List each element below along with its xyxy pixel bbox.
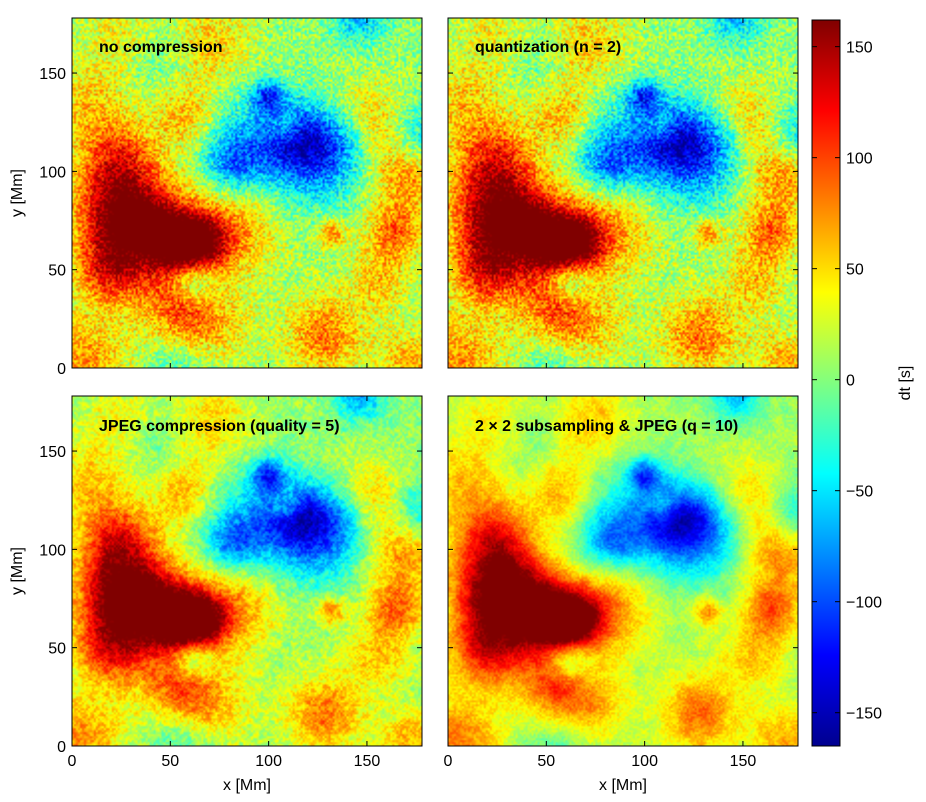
y-tick-label: 150	[39, 66, 66, 83]
y-axis-label: y [Mm]	[9, 547, 26, 595]
x-tick-label: 100	[255, 753, 282, 770]
panel-quantization: quantization (n = 2)	[447, 17, 799, 369]
colorbar-tick-label: −100	[846, 595, 882, 612]
colorbar-tick-label: 50	[846, 262, 864, 279]
heatmap-jpeg-compression	[72, 396, 422, 746]
x-tick-label: 0	[68, 753, 77, 770]
panel-title: no compression	[99, 39, 223, 56]
axes-frame	[71, 17, 423, 369]
ticks-left: 0 50 100 150	[39, 444, 422, 756]
panel-title: quantization (n = 2)	[475, 39, 621, 56]
y-tick-label: 0	[57, 361, 66, 378]
ticks-bottom: 0 50 100 150	[444, 396, 757, 770]
ticks-bottom	[447, 18, 744, 368]
x-tick-label: 0	[444, 753, 453, 770]
ticks-bottom	[71, 18, 368, 368]
x-axis-label: x [Mm]	[599, 777, 647, 794]
colorbar: 150 100 50 0 −50 −100 −150 dt [s]	[811, 19, 914, 747]
axes-frame	[71, 395, 423, 747]
y-tick-label: 50	[48, 263, 66, 280]
y-tick-label: 100	[39, 164, 66, 181]
panel-title: 2 × 2 subsampling & JPEG (q = 10)	[475, 418, 738, 435]
ticks-left: 0 50 100 150	[39, 66, 422, 378]
x-tick-label: 150	[730, 753, 757, 770]
heatmap-subsampling-jpeg	[448, 396, 798, 746]
heatmap-quantization	[448, 18, 798, 368]
y-tick-label: 0	[57, 739, 66, 756]
axes-frame	[447, 395, 799, 747]
colorbar-ticks: 150 100 50 0 −50 −100 −150	[812, 40, 882, 723]
colorbar-tick-label: −50	[846, 484, 873, 501]
colorbar-gradient	[811, 19, 841, 747]
colorbar-label: dt [s]	[897, 366, 914, 401]
ticks-bottom: 0 50 100 150	[68, 396, 381, 770]
panel-subsampling-jpeg: 0 50 100 150 2 × 2 subsampling & JPEG (q = …	[444, 395, 799, 794]
panel-no-compression: 0 50 100 150 no compression y [Mm]	[9, 17, 423, 378]
y-tick-label: 150	[39, 444, 66, 461]
ticks-left	[448, 450, 798, 747]
colorbar-tick-label: −150	[846, 706, 882, 723]
x-axis-label: x [Mm]	[223, 777, 271, 794]
x-tick-label: 50	[537, 753, 555, 770]
y-axis-label: y [Mm]	[9, 169, 26, 217]
colorbar-tick-label: 100	[846, 151, 873, 168]
x-tick-label: 100	[631, 753, 658, 770]
y-tick-label: 100	[39, 542, 66, 559]
panel-title: JPEG compression (quality = 5)	[99, 418, 340, 435]
colorbar-tick-label: 150	[846, 40, 873, 57]
x-tick-label: 150	[354, 753, 381, 770]
colorbar-tick-label: 0	[846, 373, 855, 390]
ticks-left	[448, 72, 798, 369]
heatmap-no-compression	[72, 18, 422, 368]
axes-frame	[447, 17, 799, 369]
y-tick-label: 50	[48, 641, 66, 658]
x-tick-label: 50	[161, 753, 179, 770]
panel-jpeg-compression: 0 50 100 150 0 50 100 150 JPEG compression (qu…	[9, 395, 423, 794]
